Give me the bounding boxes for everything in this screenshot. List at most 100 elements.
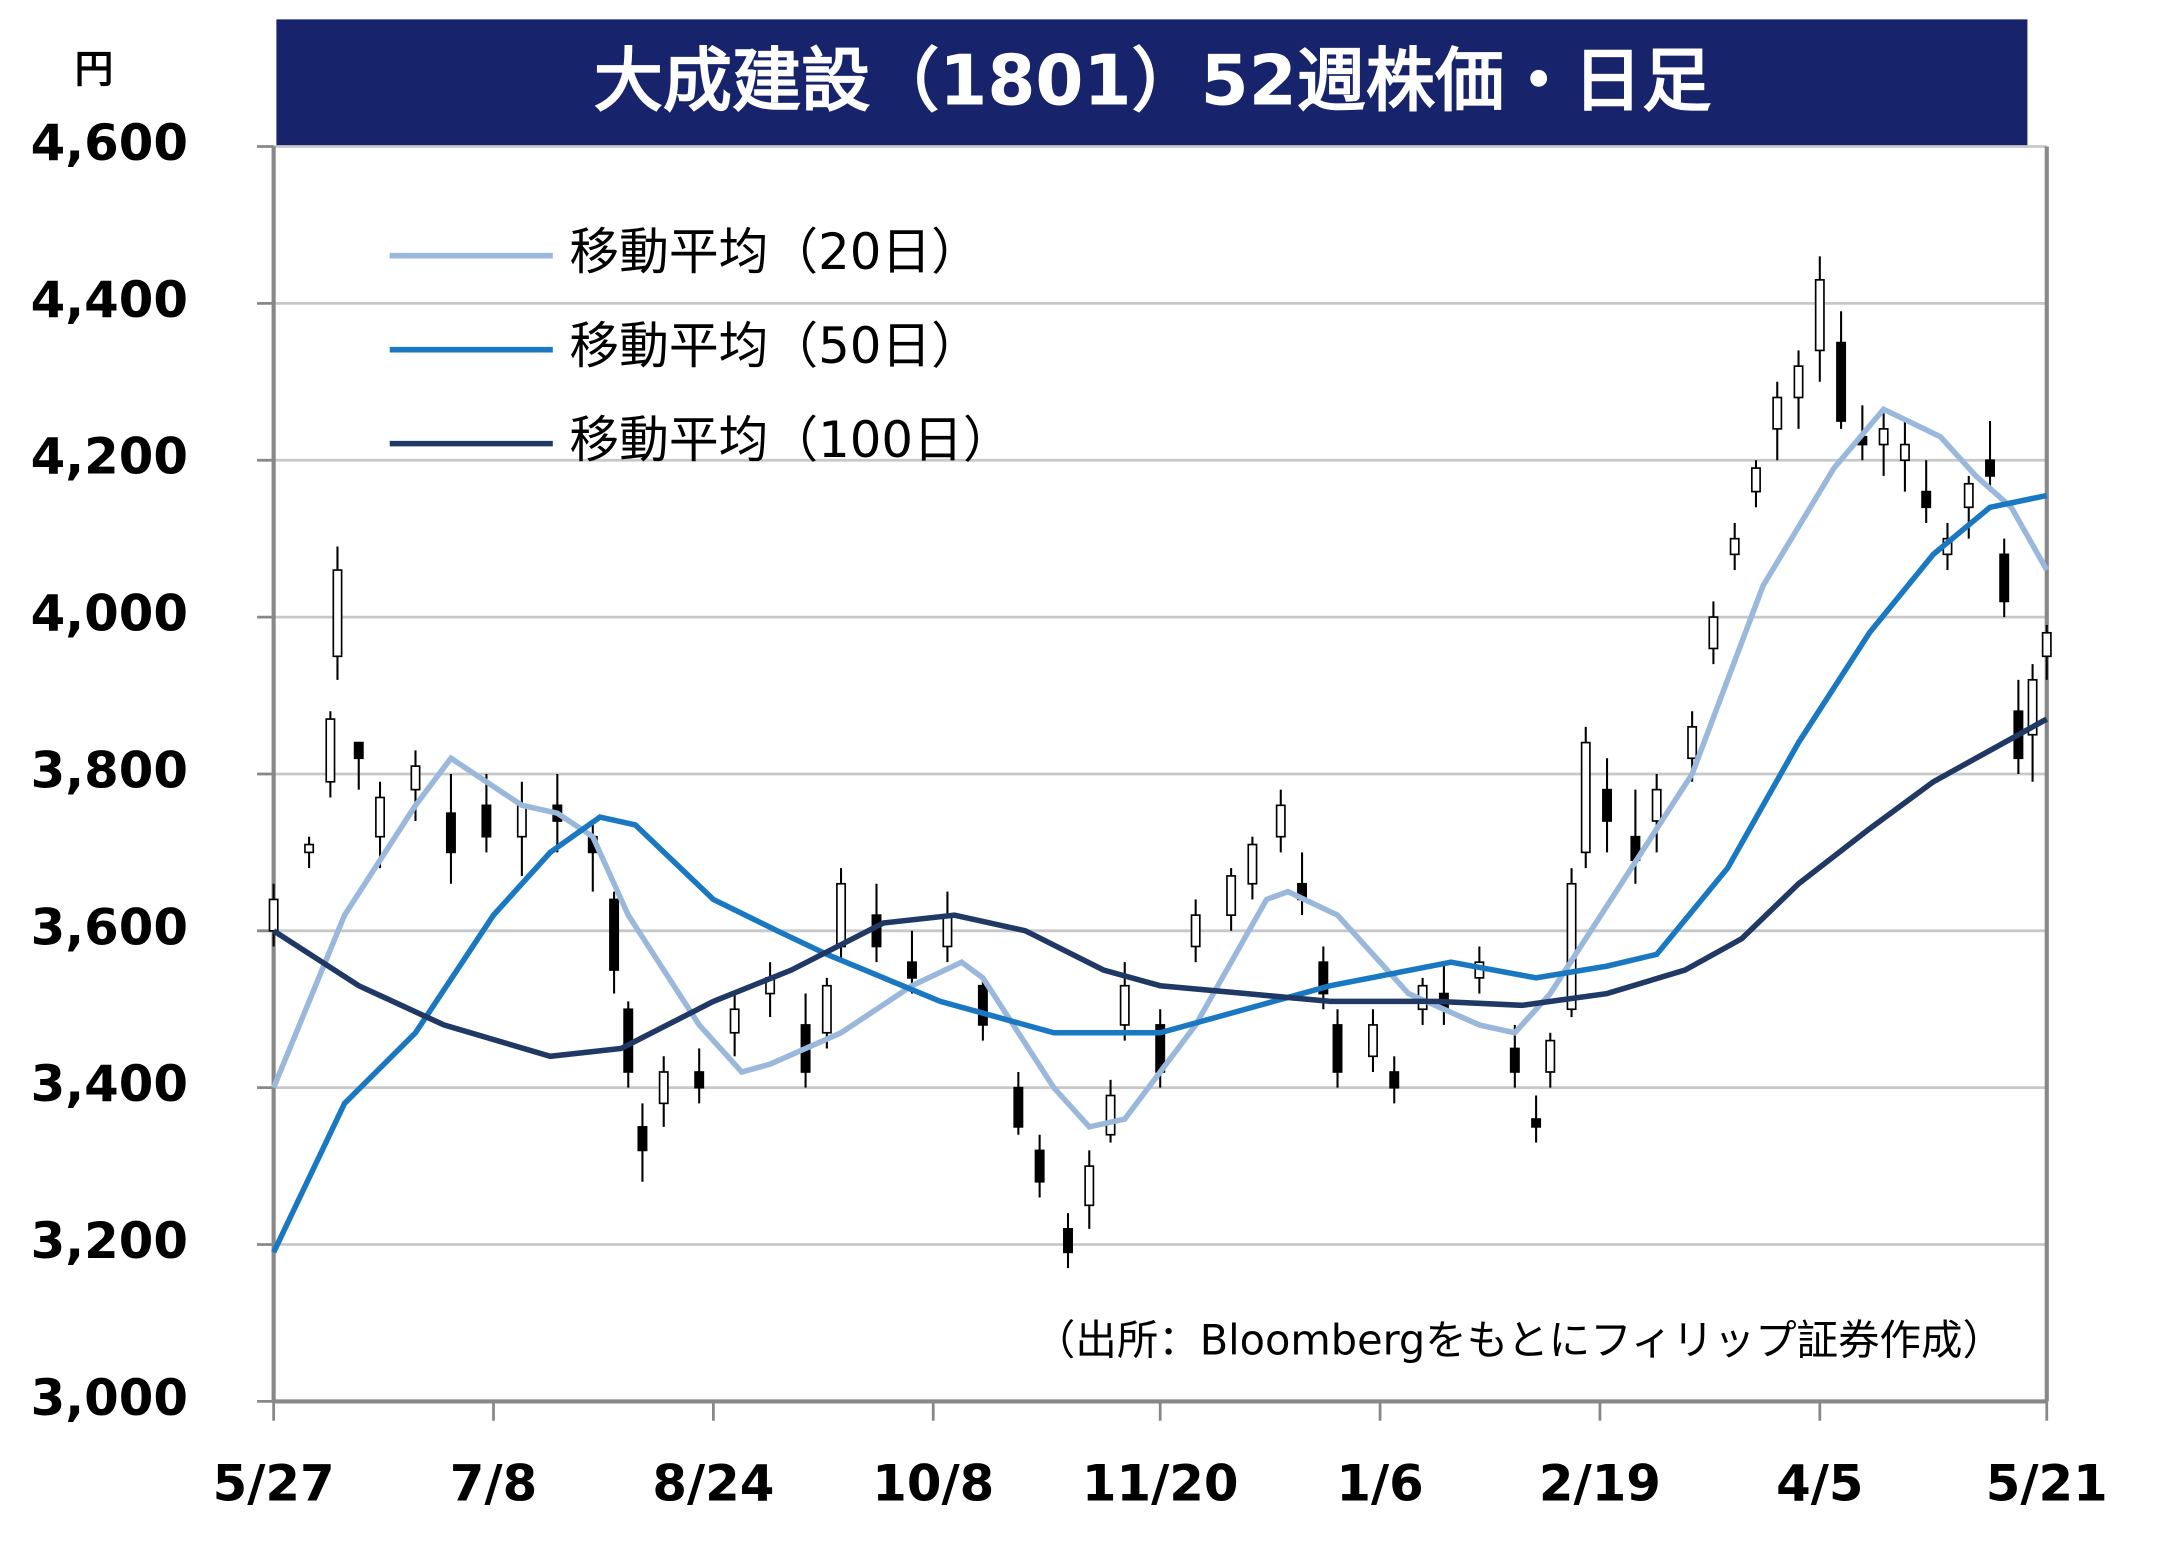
candle (2027, 664, 2038, 782)
y-unit: 円 (75, 47, 114, 92)
candle-body (821, 984, 832, 1034)
candle (729, 993, 740, 1057)
candle (658, 1056, 669, 1127)
y-tick-label: 4,200 (31, 428, 188, 486)
candle (1438, 962, 1449, 1025)
candle-body (1793, 365, 1804, 399)
candle (1580, 726, 1591, 869)
candle-body (1332, 1024, 1343, 1073)
candle (1793, 350, 1804, 429)
candle-body (729, 1008, 740, 1034)
x-tick-label: 11/20 (1082, 1455, 1239, 1513)
candle-body (445, 812, 456, 854)
candle (1275, 789, 1286, 853)
moving-average-line (271, 405, 2050, 1130)
legend-label: 移動平均（50日） (569, 317, 981, 375)
y-tick-label: 3,200 (31, 1212, 188, 1270)
candle (2013, 679, 2024, 774)
candle-body (1034, 1149, 1045, 1183)
candle-body (1531, 1118, 1542, 1128)
candle (1389, 1056, 1400, 1104)
candle (1034, 1134, 1045, 1198)
candle (1332, 1009, 1343, 1088)
candle (1063, 1213, 1073, 1269)
legend-label: 移動平均（20日） (569, 223, 981, 281)
candle-body (977, 984, 988, 1026)
candle-body (1275, 804, 1286, 838)
candle-body (906, 961, 917, 979)
candle (2041, 624, 2052, 680)
moving-average-line (272, 716, 2049, 1060)
candle (445, 773, 456, 884)
candle-body (1580, 741, 1591, 854)
candle-body (694, 1071, 705, 1089)
x-tick-label: 7/8 (450, 1455, 537, 1513)
candle (325, 711, 336, 798)
candle-body (1509, 1047, 1520, 1073)
candle (1297, 852, 1308, 916)
candle (1729, 522, 1740, 571)
x-tick-label: 5/27 (213, 1455, 335, 1513)
candle-body (836, 882, 847, 948)
candle-body (1566, 882, 1577, 1011)
candle-body (1105, 1094, 1116, 1136)
candle-body (516, 804, 527, 838)
candle (1368, 1009, 1378, 1072)
y-tick-label: 3,000 (31, 1369, 188, 1427)
candle-body (2041, 631, 2052, 658)
candle-body (1063, 1228, 1073, 1254)
candle (1105, 1079, 1116, 1143)
candle (1602, 758, 1613, 853)
candle-body (1878, 428, 1889, 446)
candle (1013, 1071, 1024, 1135)
candle-body (1985, 459, 1995, 477)
candle (1814, 256, 1825, 382)
candle-body (1013, 1086, 1024, 1128)
candle (1651, 773, 1662, 853)
candle (637, 1103, 648, 1182)
candle (1247, 836, 1258, 900)
y-tick-label: 4,000 (31, 585, 188, 643)
candle (1708, 601, 1719, 665)
candle-body (1899, 443, 1910, 462)
legend-label: 移動平均（100日） (569, 411, 1012, 469)
candle (304, 836, 315, 869)
candle (1084, 1150, 1095, 1229)
candle (609, 891, 620, 994)
candle-body (1836, 341, 1847, 422)
candle (1985, 421, 1995, 492)
x-tick-label: 1/6 (1336, 1455, 1423, 1513)
candle (1878, 413, 1889, 476)
candle-body (1999, 553, 2010, 603)
candle-body (410, 765, 421, 791)
source-note: （出所：Bloombergをもとにフィリップ証券作成） (1034, 1316, 2004, 1364)
candle (516, 781, 527, 876)
candle-body (637, 1126, 648, 1152)
candle (1999, 538, 2010, 618)
title-bar (276, 19, 2028, 147)
candle-body (1963, 482, 1974, 509)
candle-body (1119, 984, 1130, 1026)
candle-body (375, 796, 386, 838)
y-tick-label: 4,600 (31, 114, 188, 172)
candle (1921, 460, 1932, 523)
candle-body (1190, 914, 1201, 948)
candle-body (304, 843, 315, 854)
candle (1226, 868, 1237, 931)
candle-body (1545, 1039, 1556, 1073)
candle-body (1247, 843, 1258, 885)
candle-body (1729, 537, 1740, 556)
y-tick-label: 4,400 (31, 271, 188, 329)
candle-body (1687, 726, 1698, 760)
candle (1531, 1095, 1542, 1143)
candle-body (1814, 279, 1825, 352)
chart-title: 大成建設（1801）52週株価・日足 (594, 42, 1712, 122)
candle-body (942, 914, 953, 948)
candle-body (353, 741, 364, 760)
candle-body (1651, 788, 1662, 822)
candle-body (1368, 1024, 1378, 1058)
candle-body (609, 898, 620, 971)
candle-body (1921, 490, 1932, 509)
candle (1545, 1032, 1556, 1088)
x-tick-label: 2/19 (1539, 1455, 1661, 1513)
